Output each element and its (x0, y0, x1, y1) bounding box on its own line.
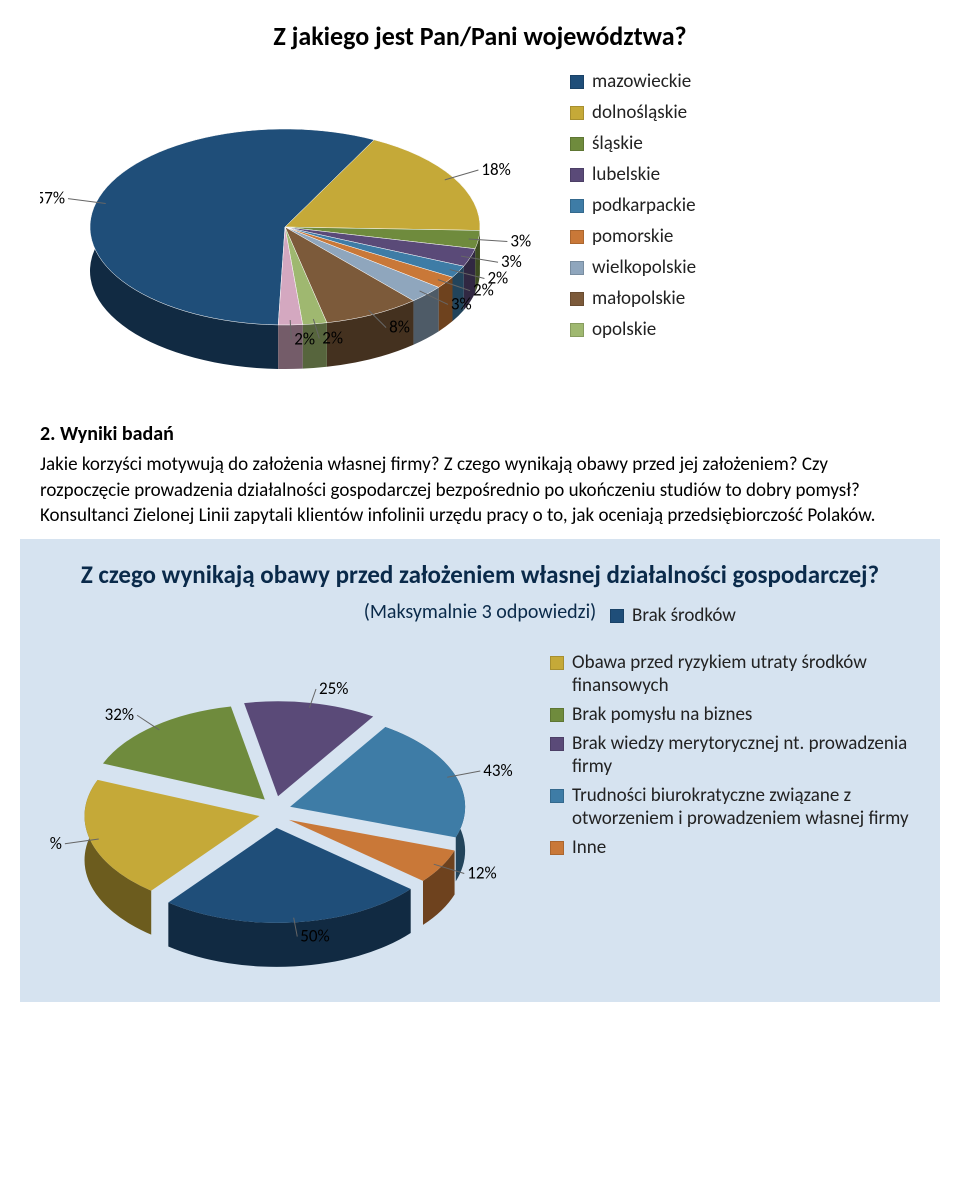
legend-swatch (570, 137, 584, 151)
pie-datalabel: 43% (483, 760, 512, 781)
section-heading: 2. Wyniki badań (40, 422, 920, 446)
legend-swatch (570, 323, 584, 337)
pie-datalabel: 50% (300, 926, 329, 947)
legend-swatch (550, 789, 564, 803)
legend-item: pomorskie (570, 225, 920, 248)
pie-leader-line (137, 715, 159, 730)
legend-swatch (570, 75, 584, 89)
pie-datalabel: 3% (510, 231, 531, 252)
pie-datalabel: 42% (50, 833, 62, 854)
pie-datalabel: 32% (105, 704, 134, 725)
chart1-legend: mazowieckie dolnośląskie śląskie lubelskie p… (540, 62, 920, 349)
chart1-section: Z jakiego jest Pan/Pani województwa? 57%… (0, 0, 960, 412)
legend-item: śląskie (570, 132, 920, 155)
legend-item: Obawa przed ryzykiem utraty środków fina… (550, 651, 910, 697)
legend-item: lubelskie (570, 163, 920, 186)
legend-label: Brak wiedzy merytorycznej nt. prowadzeni… (572, 732, 910, 778)
pie-datalabel: 12% (467, 863, 496, 884)
legend-swatch (550, 656, 564, 670)
legend-item: Brak pomysłu na biznes (550, 703, 910, 726)
pie-datalabel: 57% (40, 188, 65, 209)
chart1-title: Z jakiego jest Pan/Pani województwa? (40, 20, 920, 52)
pie-datalabel: 2% (473, 280, 494, 301)
legend-item: wielkopolskie (570, 256, 920, 279)
legend-item: mazowieckie (570, 70, 920, 93)
legend-item: podkarpackie (570, 194, 920, 217)
legend-label: Obawa przed ryzykiem utraty środków fina… (572, 651, 910, 697)
legend-swatch (570, 230, 584, 244)
legend-label: Trudności biurokratyczne związane z otwo… (572, 784, 910, 830)
legend-label: wielkopolskie (592, 256, 696, 279)
legend-item: dolnośląskie (570, 101, 920, 124)
legend-label: mazowieckie (592, 70, 691, 93)
pie-datalabel: 8% (389, 317, 410, 338)
chart2-panel: Z czego wynikają obawy przed założeniem … (20, 539, 940, 1002)
legend-swatch (610, 609, 624, 623)
chart2-title: Z czego wynikają obawy przed założeniem … (50, 559, 910, 590)
legend-label: lubelskie (592, 163, 660, 186)
legend-swatch (570, 199, 584, 213)
legend-item: Trudności biurokratyczne związane z otwo… (550, 784, 910, 830)
legend-label: Brak pomysłu na biznes (572, 703, 910, 726)
legend-label: opolskie (592, 318, 656, 341)
legend-item: opolskie (570, 318, 920, 341)
legend-label: Inne (572, 836, 910, 859)
legend-item: Brak wiedzy merytorycznej nt. prowadzeni… (550, 732, 910, 778)
legend-item: małopolskie (570, 287, 920, 310)
legend-label: Brak środków (632, 604, 910, 627)
legend-item: Inne (550, 836, 910, 859)
pie-datalabel: 2% (294, 329, 315, 350)
pie-datalabel: 3% (451, 293, 472, 314)
pie-datalabel: 2% (322, 327, 343, 348)
legend-swatch (550, 708, 564, 722)
legend-swatch (550, 841, 564, 855)
legend-swatch (570, 106, 584, 120)
chart1-svg: 57%18%3%3%2%2%3%8%2%2% (40, 62, 540, 392)
legend-swatch (550, 737, 564, 751)
legend-swatch (570, 261, 584, 275)
chart1-row: 57%18%3%3%2%2%3%8%2%2% mazowieckiedolnoś… (40, 62, 920, 392)
chart2-row: 50% 42% 32% 25% 43% 12% Brak środkówObawa prz… (50, 632, 910, 972)
pie-datalabel: 18% (481, 159, 510, 180)
legend-label: pomorskie (592, 225, 673, 248)
pie-datalabel: 25% (319, 678, 348, 699)
chart2-legend: Brak środkówObawa przed ryzykiem utraty … (520, 632, 910, 865)
legend-label: śląskie (592, 132, 643, 155)
legend-label: dolnośląskie (592, 101, 687, 124)
legend-label: podkarpackie (592, 194, 696, 217)
legend-swatch (570, 292, 584, 306)
legend-swatch (570, 168, 584, 182)
section-paragraph: Jakie korzyści motywują do założenia wła… (40, 452, 920, 529)
legend-label: małopolskie (592, 287, 685, 310)
legend-item: Brak środków (610, 604, 910, 627)
chart2-svg: 50% 42% 32% 25% 43% 12% (50, 632, 520, 972)
